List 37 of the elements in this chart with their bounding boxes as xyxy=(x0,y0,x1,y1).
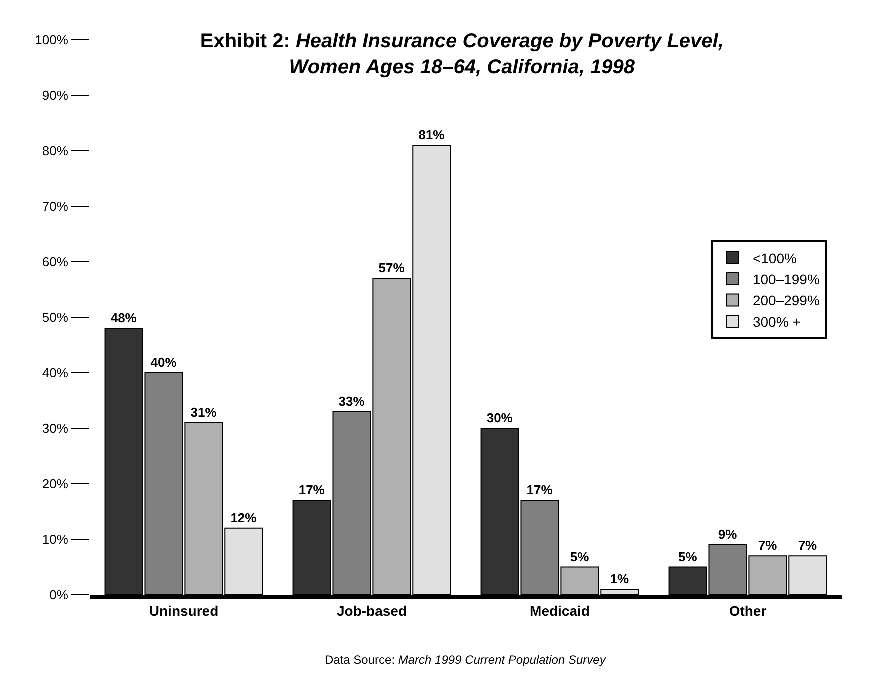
data-label: 17% xyxy=(526,482,554,498)
data-label: 57% xyxy=(378,260,406,276)
data-label: 17% xyxy=(298,482,326,498)
legend-label: 100–199% xyxy=(752,272,820,288)
y-tick-label: 60% xyxy=(42,254,69,270)
y-tick-label: 10% xyxy=(42,532,69,548)
data-label: 48% xyxy=(110,310,138,326)
y-tick-label: 40% xyxy=(42,366,69,381)
data-label: 5% xyxy=(678,549,698,564)
y-tick-label: 100% xyxy=(35,32,69,48)
x-tick-label: Other xyxy=(729,602,768,619)
data-label: 40% xyxy=(150,355,178,370)
source-note: Data Source: March 1999 Current Population Survey xyxy=(325,653,607,667)
data-label: 7% xyxy=(798,538,818,554)
data-label: 31% xyxy=(190,404,218,420)
x-tick-label: Job-based xyxy=(336,602,408,619)
y-tick-label: 70% xyxy=(42,199,69,214)
y-tick-label: 80% xyxy=(42,144,69,159)
y-tick-label: 90% xyxy=(42,88,69,104)
x-tick-label: Uninsured xyxy=(149,602,219,619)
legend-label: 200–299% xyxy=(752,292,820,309)
data-label: 33% xyxy=(338,394,366,409)
y-tick-label: 0% xyxy=(50,588,69,603)
data-label: 5% xyxy=(570,549,590,564)
data-label: 81% xyxy=(418,127,446,142)
y-tick-label: 50% xyxy=(42,310,69,326)
y-tick-label: 30% xyxy=(42,421,69,436)
x-tick-label: Medicaid xyxy=(530,602,590,619)
legend-label: <100% xyxy=(752,250,797,266)
data-label: 7% xyxy=(758,538,778,554)
y-tick-label: 20% xyxy=(42,476,69,492)
data-label: 9% xyxy=(718,527,738,542)
data-label: 12% xyxy=(230,510,258,526)
data-label: 1% xyxy=(610,571,630,586)
legend-label: 300% + xyxy=(752,314,801,330)
data-label: 30% xyxy=(486,410,514,426)
chart-title: Exhibit 2: Health Insurance Coverage by Poverty Level, Women Ages 18–64, California, 1998 xyxy=(200,30,724,78)
